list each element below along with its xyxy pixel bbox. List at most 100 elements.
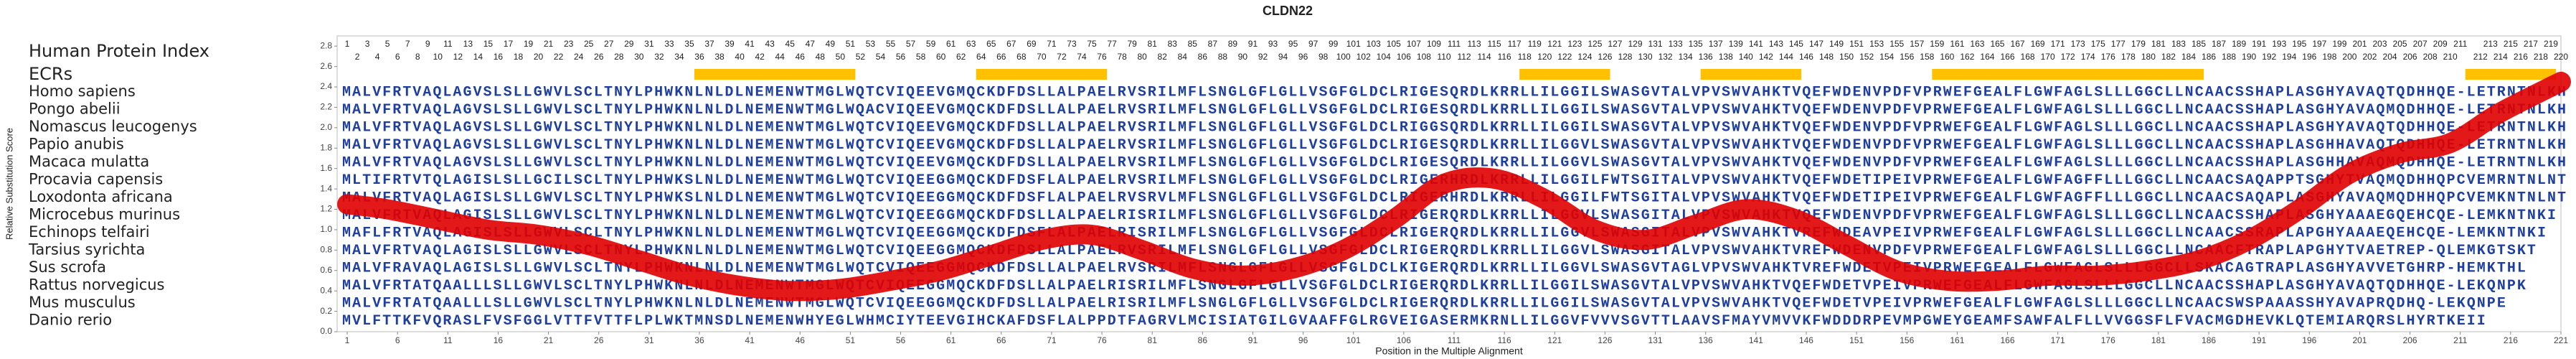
y-tick-label: 2.8 xyxy=(320,40,332,50)
protein-index: 38 xyxy=(714,52,725,62)
protein-index: 146 xyxy=(1799,52,1813,62)
protein-index: 27 xyxy=(604,39,614,49)
protein-index: 206 xyxy=(2403,52,2417,62)
species-name: Microcebus murinus xyxy=(29,206,180,223)
protein-index: 139 xyxy=(1729,39,1743,49)
x-tick-label: 141 xyxy=(1749,335,1763,345)
protein-index: 215 xyxy=(2504,39,2518,49)
sequence: MALVFRTVAQLAGISLSLLGWVLSCLTNYLPHWKNLNLDL… xyxy=(342,208,2556,224)
protein-index: 188 xyxy=(2222,52,2236,62)
protein-index: 10 xyxy=(433,52,443,62)
protein-index: 155 xyxy=(1889,39,1904,49)
protein-index: 149 xyxy=(1829,39,1844,49)
protein-index: 197 xyxy=(2312,39,2326,49)
x-tick-label: 31 xyxy=(644,335,654,345)
protein-index: 170 xyxy=(2041,52,2055,62)
protein-index: 40 xyxy=(735,52,745,62)
protein-index: 185 xyxy=(2192,39,2206,49)
protein-index: 166 xyxy=(2000,52,2014,62)
sequence: MALVFRTATQAALLLSLLGWVLSCLTNYLPHWKNLNLDLN… xyxy=(342,295,2506,312)
protein-index: 1 xyxy=(345,39,350,49)
species-name: Loxodonta africana xyxy=(29,188,173,205)
protein-index: 49 xyxy=(826,39,836,49)
protein-index: 128 xyxy=(1618,52,1632,62)
x-tick-label: 151 xyxy=(1849,335,1864,345)
x-tick-label: 186 xyxy=(2202,335,2216,345)
protein-index: 32 xyxy=(654,52,664,62)
x-tick-label: 1 xyxy=(345,335,350,345)
protein-index: 19 xyxy=(524,39,534,49)
protein-index: 115 xyxy=(1488,39,1501,49)
protein-index: 163 xyxy=(1970,39,1984,49)
protein-index: 17 xyxy=(504,39,514,49)
protein-index: 152 xyxy=(1859,52,1874,62)
protein-index: 44 xyxy=(775,52,785,62)
protein-index: 203 xyxy=(2372,39,2387,49)
ecr-bar xyxy=(1700,69,1801,80)
y-tick-label: 0.2 xyxy=(320,306,332,316)
protein-index: 136 xyxy=(1699,52,1713,62)
ecr-label: ECRs xyxy=(29,64,72,84)
x-tick-label: 106 xyxy=(1397,335,1411,345)
protein-index: 130 xyxy=(1638,52,1653,62)
species-name: Danio rerio xyxy=(29,312,112,329)
protein-index: 209 xyxy=(2433,39,2448,49)
protein-index: 168 xyxy=(2021,52,2035,62)
species-name: Pongo abelii xyxy=(29,101,121,118)
x-tick-label: 191 xyxy=(2252,335,2266,345)
protein-index: 33 xyxy=(664,39,674,49)
protein-index: 137 xyxy=(1709,39,1723,49)
x-tick-label: 126 xyxy=(1598,335,1612,345)
sequence: MALVFRTVAQLAGVSLSLLGWVLSCLTNYLPHWKNLNLDL… xyxy=(342,137,2566,154)
sequence: MVLFTTKFVQRASLFVSFGGLVTTFVTTFLPLWKTMNSDL… xyxy=(342,313,2486,330)
protein-index: 195 xyxy=(2292,39,2306,49)
ecr-bar xyxy=(2465,69,2556,80)
protein-index: 94 xyxy=(1278,52,1288,62)
protein-index: 79 xyxy=(1127,39,1137,49)
protein-index: 213 xyxy=(2483,39,2498,49)
protein-index: 106 xyxy=(1397,52,1411,62)
ecr-bar xyxy=(976,69,1108,80)
protein-index: 88 xyxy=(1218,52,1228,62)
protein-index: 9 xyxy=(425,39,430,49)
y-tick-label: 1.4 xyxy=(320,183,332,193)
protein-index: 186 xyxy=(2202,52,2216,62)
sequence: MALVFRTVAQLAGVSLSLLGWVLSCLTNYLPHWKNLNLDL… xyxy=(342,154,2566,171)
protein-index: 8 xyxy=(415,52,420,62)
x-tick-label: 26 xyxy=(594,335,604,345)
protein-index: 16 xyxy=(494,52,504,62)
protein-index: 45 xyxy=(785,39,796,49)
protein-index: 202 xyxy=(2362,52,2377,62)
protein-index: 119 xyxy=(1528,39,1542,49)
protein-index: 141 xyxy=(1749,39,1763,49)
x-tick-label: 21 xyxy=(544,335,554,345)
protein-index: 52 xyxy=(856,52,866,62)
x-tick-label: 216 xyxy=(2504,335,2518,345)
protein-index: 207 xyxy=(2413,39,2428,49)
species-name: Sus scrofa xyxy=(29,258,106,276)
protein-index: 98 xyxy=(1318,52,1329,62)
protein-index: 110 xyxy=(1437,52,1450,62)
x-tick-label: 81 xyxy=(1148,335,1158,345)
species-name: Echinops telfairi xyxy=(29,223,150,241)
protein-index: 217 xyxy=(2524,39,2538,49)
protein-index: 164 xyxy=(1980,52,1994,62)
protein-index: 171 xyxy=(2051,39,2065,49)
protein-index: 105 xyxy=(1387,39,1401,49)
protein-index: 169 xyxy=(2031,39,2045,49)
protein-index: 30 xyxy=(634,52,644,62)
protein-index: 76 xyxy=(1097,52,1107,62)
protein-index: 216 xyxy=(2514,52,2528,62)
x-tick-label: 166 xyxy=(2000,335,2014,345)
protein-index: 144 xyxy=(1779,52,1793,62)
x-tick-label: 211 xyxy=(2453,335,2467,345)
protein-index: 5 xyxy=(385,39,390,49)
protein-index: 41 xyxy=(745,39,755,49)
protein-index: 11 xyxy=(443,39,453,49)
protein-index: 77 xyxy=(1107,39,1117,49)
protein-index: 108 xyxy=(1417,52,1431,62)
protein-index: 21 xyxy=(544,39,554,49)
protein-index: 211 xyxy=(2453,39,2467,49)
protein-index: 160 xyxy=(1940,52,1954,62)
protein-index: 111 xyxy=(1448,39,1461,49)
